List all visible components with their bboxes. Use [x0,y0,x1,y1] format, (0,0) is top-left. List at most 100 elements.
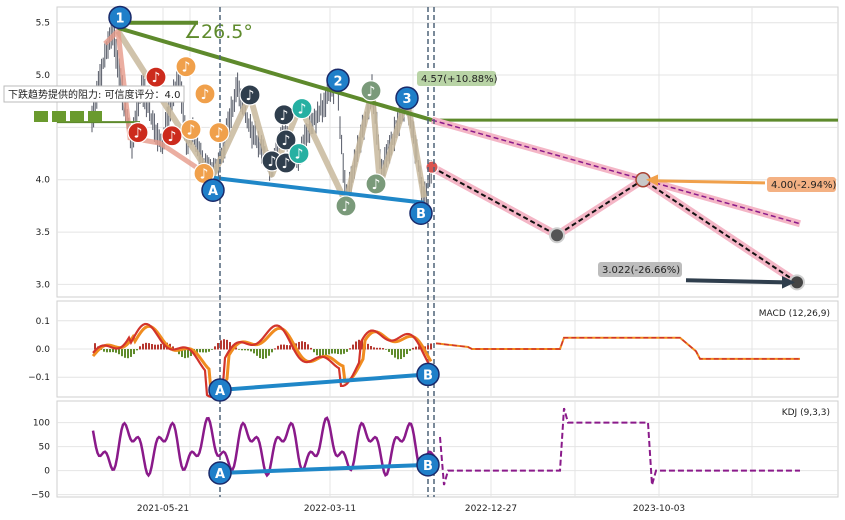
macd-bar [271,349,273,353]
macd-bar [310,347,312,350]
macd-bar [148,343,150,350]
macd-bar [415,346,417,350]
macd-bar [211,349,213,350]
macd-bar [355,341,357,350]
macd-bar [112,349,114,353]
kdj-frame [56,400,839,498]
macd-forecast-dif [435,336,800,360]
macd-bar [163,342,165,350]
macd-bar [304,341,306,350]
macd-bar [346,349,348,352]
macd-bar [226,339,228,350]
price-pivot-marker [409,201,433,225]
kdj-pivot-label: A [215,467,225,482]
macd-bar [274,348,276,350]
note-marker-icon: ♪ [268,154,277,170]
macd-title: MACD (12,26,9) [759,309,830,319]
support-trend-line [211,175,425,205]
macd-pivot-label: B [423,368,433,383]
macd-bar [187,349,189,358]
arrow-line-400 [651,179,766,185]
price-y-tick: 5.0 [36,71,51,81]
macd-bar [145,342,147,350]
macd-bar [328,349,330,355]
macd-bar [400,349,402,360]
macd-pivot-label: A [215,384,225,399]
macd-bar [382,348,384,350]
macd-bar [151,344,153,350]
macd-bar [388,349,390,352]
forecast-start-marker [425,160,439,174]
kdj-pivot-marker [416,453,440,477]
note-marker-icon: ♪ [134,126,143,142]
macd-bar [160,343,162,350]
macd-bar [427,345,429,350]
macd-bar [367,343,369,350]
price-y-tick: 3.0 [36,280,51,290]
macd-bar [244,349,246,351]
price-frame [56,6,839,298]
note-marker [161,125,183,147]
macd-bar [286,345,288,350]
macd-bar [142,343,144,350]
price-pivot-marker [201,178,225,202]
macd-bar [289,345,291,350]
macd-bar [259,349,261,359]
macd-bar [241,349,243,351]
note-marker-icon: ♪ [152,70,161,86]
macd-bar [403,349,405,358]
kdj-title: KDJ (9,3,3) [782,408,830,418]
macd-bar [253,349,255,354]
note-marker-icon: ♪ [295,147,304,163]
macd-bar [223,339,225,350]
macd-bar [109,349,111,353]
note-marker-icon: ♪ [182,60,191,76]
note-marker-icon: ♪ [187,122,196,138]
resistance-trend-line [117,26,433,122]
macd-divergence-line [219,372,429,392]
wave-marker [326,68,350,93]
macd-bar [250,349,252,352]
annotation-box [598,262,682,277]
kdj-y-tick: 50 [39,443,51,453]
note-marker-icon: ♪ [282,156,291,172]
macd-bar [334,349,336,354]
macd-bar [181,349,183,357]
kdj-pivot-label: B [423,459,433,474]
macd-bar [316,349,318,356]
note-marker [145,66,167,88]
macd-bar [376,347,378,350]
note-marker [335,195,357,217]
wave-marker-label: 2 [333,74,342,89]
wave-marker-label: 3 [402,92,411,107]
macd-bar [277,345,279,350]
macd-bar [190,349,192,356]
note-marker [127,122,149,144]
resistance-note-box [3,85,185,103]
score-badge [70,111,84,122]
macd-bar [430,343,432,350]
note-marker [239,84,261,106]
wave-marker [108,5,132,30]
macd-bar [340,349,342,355]
kdj-y-tick: 0 [44,467,50,477]
macd-bar [103,349,105,352]
note-marker-icon: ♪ [215,126,224,142]
macd-bar [235,347,237,350]
macd-bar [418,346,420,350]
kdj-y-tick: 100 [33,419,50,429]
note-marker [175,56,197,78]
macd-bar [373,347,375,350]
macd-bar [184,349,186,359]
macd-bar [238,349,240,350]
macd-bar [205,349,207,353]
macd-bar [280,344,282,350]
macd-bar [361,339,363,350]
macd-bar [196,349,198,353]
macd-bar [343,349,345,354]
price-pivot-label: B [416,207,426,222]
forecast-marker [549,227,565,244]
macd-bar [412,347,414,350]
macd-y-tick: 0.0 [36,345,51,355]
